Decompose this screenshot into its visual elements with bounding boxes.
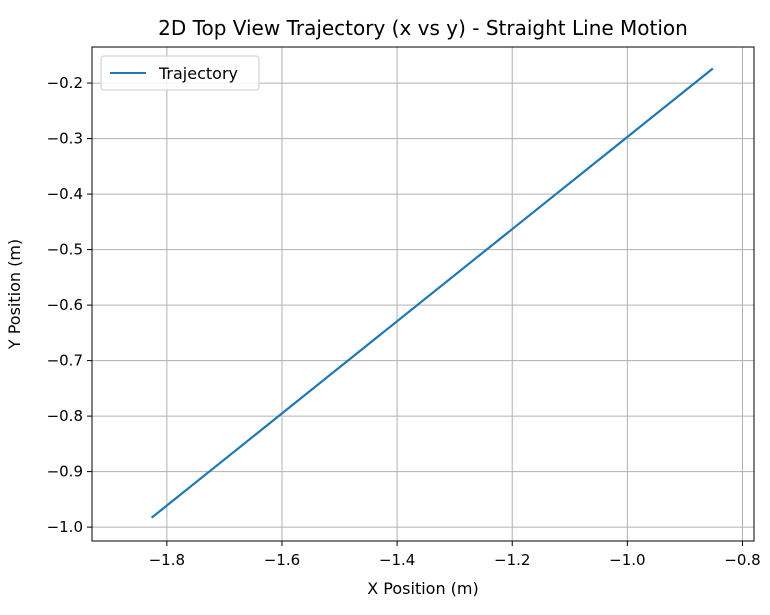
legend-label-trajectory: Trajectory	[158, 64, 238, 83]
y-tick-label: −0.8	[47, 407, 83, 425]
y-axis-label: Y Position (m)	[5, 239, 24, 350]
x-tick-label: −1.8	[149, 551, 185, 569]
x-tick-label: −0.8	[724, 551, 760, 569]
y-tick-label: −0.5	[47, 241, 83, 259]
x-tick-label: −1.2	[494, 551, 530, 569]
x-axis: −1.8 −1.6 −1.4 −1.2 −1.0 −0.8	[149, 541, 761, 569]
y-tick-label: −0.3	[47, 130, 83, 148]
x-axis-label: X Position (m)	[367, 579, 479, 598]
y-tick-label: −0.4	[47, 185, 83, 203]
plot-area-frame	[91, 46, 755, 542]
y-tick-label: −0.6	[47, 296, 83, 314]
legend-box	[100, 55, 260, 91]
series-layer	[150, 67, 714, 519]
x-tick-label: −1.6	[264, 551, 300, 569]
y-tick-label: −0.7	[47, 352, 83, 370]
y-tick-label: −0.9	[47, 463, 83, 481]
x-tick-label: −1.0	[609, 551, 645, 569]
y-tick-label: −0.2	[47, 74, 83, 92]
chart-title: 2D Top View Trajectory (x vs y) - Straig…	[158, 16, 688, 40]
grid	[92, 47, 754, 541]
y-tick-label: −1.0	[47, 518, 83, 536]
series-line-trajectory	[150, 67, 714, 519]
y-axis: −1.0 −0.9 −0.8 −0.7 −0.6 −0.5 −0.4 −0.3 −0.2	[47, 74, 92, 536]
legend: Trajectory	[100, 55, 260, 91]
x-tick-label: −1.4	[379, 551, 415, 569]
